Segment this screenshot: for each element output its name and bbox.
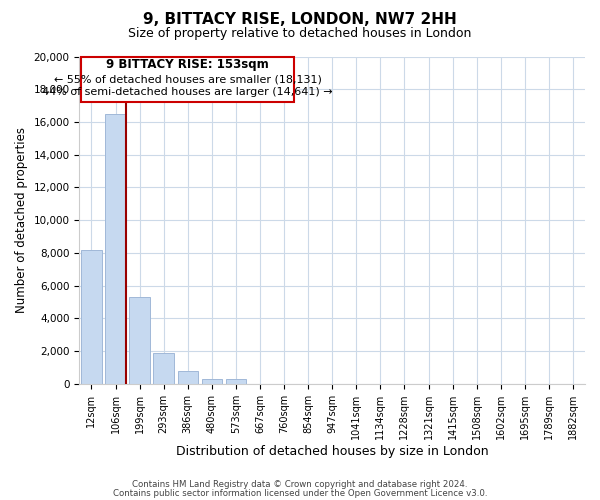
Text: ← 55% of detached houses are smaller (18,131): ← 55% of detached houses are smaller (18…: [54, 74, 322, 85]
Bar: [202, 379, 222, 384]
Bar: [154, 354, 174, 384]
Bar: [226, 379, 246, 384]
Y-axis label: Number of detached properties: Number of detached properties: [15, 127, 28, 313]
Text: 9, BITTACY RISE, LONDON, NW7 2HH: 9, BITTACY RISE, LONDON, NW7 2HH: [143, 12, 457, 28]
X-axis label: Distribution of detached houses by size in London: Distribution of detached houses by size …: [176, 444, 488, 458]
Text: Size of property relative to detached houses in London: Size of property relative to detached ho…: [128, 28, 472, 40]
Text: Contains public sector information licensed under the Open Government Licence v3: Contains public sector information licen…: [113, 489, 487, 498]
Bar: [178, 372, 198, 384]
Bar: [130, 297, 150, 384]
Bar: [81, 250, 101, 384]
Text: 9 BITTACY RISE: 153sqm: 9 BITTACY RISE: 153sqm: [106, 58, 269, 71]
FancyBboxPatch shape: [82, 56, 294, 102]
Text: Contains HM Land Registry data © Crown copyright and database right 2024.: Contains HM Land Registry data © Crown c…: [132, 480, 468, 489]
Text: 44% of semi-detached houses are larger (14,641) →: 44% of semi-detached houses are larger (…: [43, 87, 333, 97]
Bar: [105, 114, 126, 384]
